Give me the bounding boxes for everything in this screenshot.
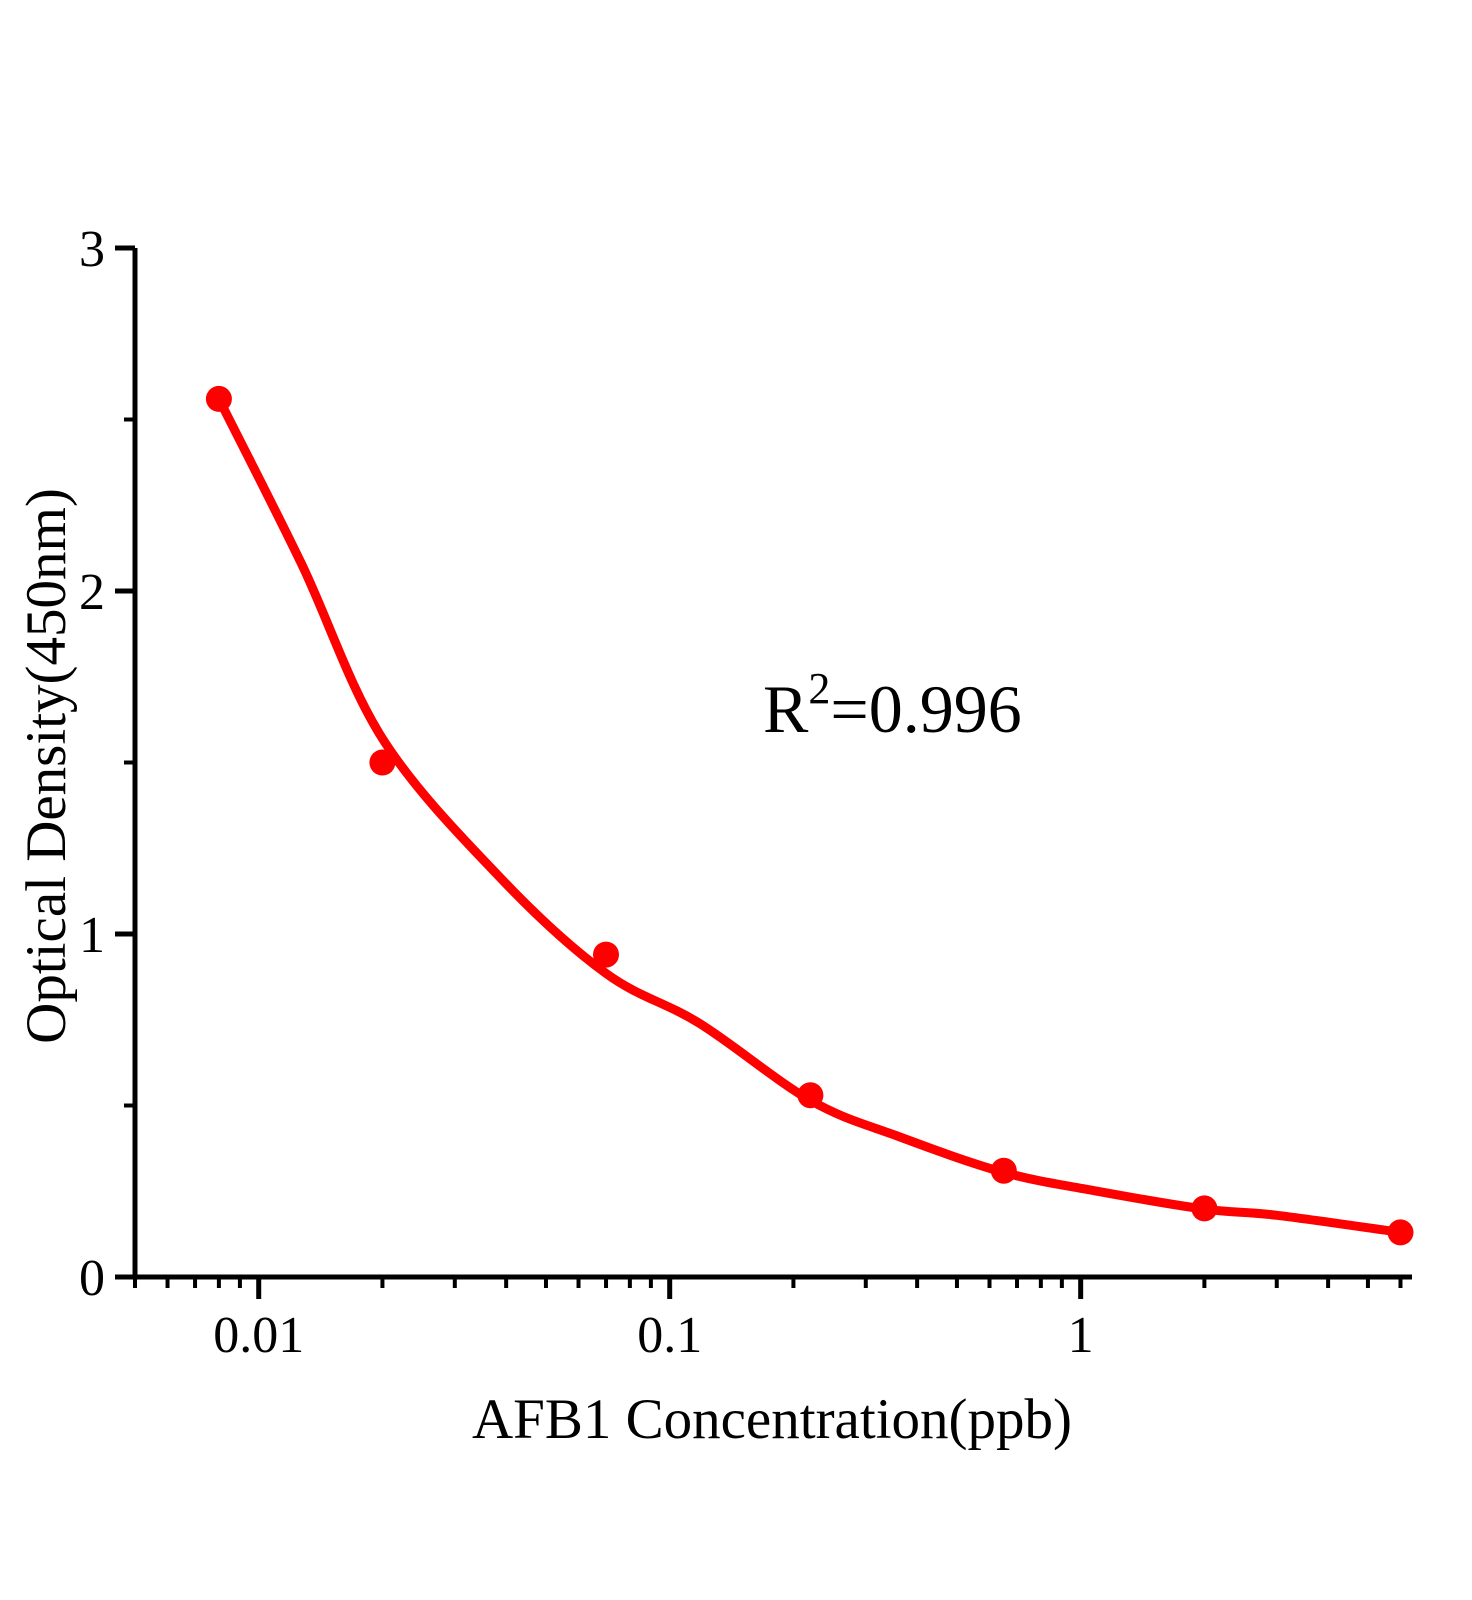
- y-tick-label: 0: [79, 1250, 105, 1307]
- y-tick-label: 1: [79, 907, 105, 964]
- y-tick-label: 3: [79, 221, 105, 278]
- data-point-marker: [205, 385, 232, 412]
- y-tick-label: 2: [79, 564, 105, 621]
- data-point-marker: [1387, 1219, 1414, 1246]
- data-point-marker: [797, 1082, 824, 1109]
- data-points: [205, 385, 1414, 1246]
- data-point-marker: [1191, 1195, 1218, 1222]
- r-squared-value: =0.996: [830, 671, 1021, 747]
- data-point-marker: [593, 941, 619, 968]
- x-axis-title: AFB1 Concentration(ppb): [472, 1388, 1072, 1451]
- x-tick-label: 0.1: [637, 1307, 702, 1364]
- x-tick-label: 1: [1068, 1307, 1094, 1364]
- r-squared-base: R: [763, 671, 809, 747]
- r-squared-exponent: 2: [808, 664, 830, 713]
- r-squared-annotation: R2=0.996: [763, 664, 1022, 747]
- data-point-marker: [369, 749, 396, 776]
- x-tick-label: 0.01: [213, 1307, 304, 1364]
- data-point-marker: [990, 1157, 1017, 1184]
- axis-spines: [132, 248, 1412, 1280]
- y-axis-title: Optical Density(450nm): [15, 488, 78, 1044]
- axes: 0 1 2 3 0.01 0.1 1: [79, 221, 1412, 1364]
